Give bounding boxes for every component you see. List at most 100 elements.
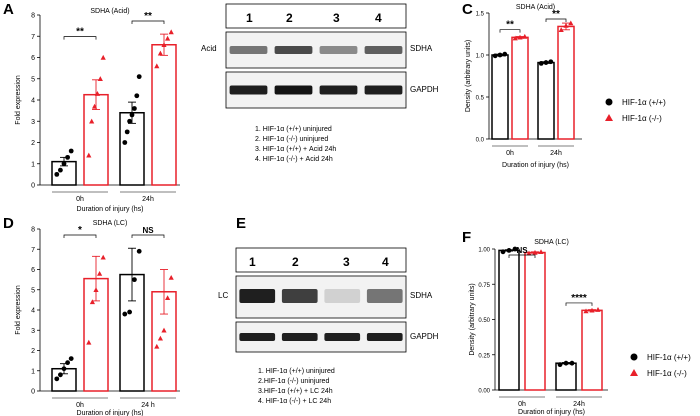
data-point xyxy=(89,299,95,305)
caption-line-2: 2. HIF-1α (-/-) uninjured xyxy=(255,136,328,143)
data-point xyxy=(89,118,95,124)
data-point xyxy=(54,171,60,177)
blot-band xyxy=(366,333,403,341)
data-point xyxy=(512,35,518,41)
blot-band xyxy=(274,46,313,54)
y-tick-label: 1 xyxy=(31,161,35,168)
data-point xyxy=(91,103,98,109)
legend-label-wt: HIF-1α (+/+) xyxy=(622,98,666,107)
y-tick-label: 2 xyxy=(31,348,35,355)
blot-b: 1 2 3 4 Acid SDHA GAPDH 1. HIF-1α (+/+) … xyxy=(201,3,439,163)
data-point xyxy=(157,50,163,56)
lane-label-3: 3 xyxy=(333,11,340,25)
y-tick-label: 7 xyxy=(31,247,35,254)
data-point xyxy=(500,249,506,255)
y-tick-label: 7 xyxy=(31,34,35,41)
data-point xyxy=(543,60,549,65)
y-tick-label: 1.5 xyxy=(476,12,485,18)
y-tick-label: 1 xyxy=(31,368,35,375)
significance-bracket xyxy=(499,29,521,33)
blot-band xyxy=(364,85,403,95)
data-point xyxy=(548,59,554,65)
lane-label-2: 2 xyxy=(286,11,293,25)
blot-band xyxy=(239,289,276,303)
y-tick-label: 8 xyxy=(31,13,35,20)
lane-label-4: 4 xyxy=(382,255,389,269)
data-point xyxy=(100,54,106,60)
bar xyxy=(524,251,546,391)
data-point xyxy=(58,372,63,378)
y-tick-label: 0.75 xyxy=(478,283,490,289)
data-point xyxy=(54,376,60,382)
blot-e: 1 2 3 4 LC SDHA GAPDH 1. HIF-1α (+/+) un… xyxy=(218,247,439,405)
significance-label: ** xyxy=(76,27,84,38)
y-tick-label: 0.00 xyxy=(478,389,490,395)
y-axis-label: Density (arbitrary units) xyxy=(469,283,476,355)
blot-band xyxy=(229,46,268,54)
y-tick-label: 6 xyxy=(31,55,35,62)
y-tick-label: 3 xyxy=(31,328,35,335)
significance-bracket xyxy=(131,20,165,24)
data-point xyxy=(589,307,595,313)
x-tick-label: 24h xyxy=(142,196,154,203)
significance-bracket xyxy=(565,302,593,306)
y-axis-label: Density (arbitrary units) xyxy=(465,40,472,112)
y-tick-label: 0 xyxy=(31,183,35,190)
data-point xyxy=(517,34,523,40)
data-point xyxy=(127,118,132,124)
lane-label-4: 4 xyxy=(375,11,382,25)
data-point xyxy=(492,53,498,59)
lane-label-3: 3 xyxy=(343,255,350,269)
data-point xyxy=(58,167,63,173)
blot-band xyxy=(366,289,403,303)
significance-bracket xyxy=(63,234,97,238)
blot-band xyxy=(324,333,361,341)
significance-label: NS xyxy=(142,226,154,235)
legend-marker-wt xyxy=(630,353,638,361)
data-point xyxy=(168,29,174,35)
data-point xyxy=(526,250,532,256)
data-point xyxy=(94,91,101,96)
data-point xyxy=(65,360,70,366)
y-tick-label: 4 xyxy=(31,308,35,315)
legend-label-ko: HIF-1α (-/-) xyxy=(647,369,687,378)
data-point xyxy=(136,74,142,80)
data-point xyxy=(97,76,103,81)
data-point xyxy=(563,360,569,366)
data-point xyxy=(568,20,574,26)
lane-header-box xyxy=(235,247,407,273)
data-point xyxy=(132,277,137,283)
row-label: Acid xyxy=(201,44,217,53)
significance-label: ** xyxy=(552,9,560,20)
band-label-gapdh: GAPDH xyxy=(410,85,439,94)
x-tick-label: 0h xyxy=(76,402,84,409)
data-point xyxy=(154,343,160,349)
x-axis-label: Duration of injury (hs) xyxy=(502,162,569,169)
legend-marker-ko xyxy=(630,369,638,376)
data-point xyxy=(61,366,67,372)
bar xyxy=(581,309,603,391)
data-point xyxy=(154,63,160,69)
data-point xyxy=(168,275,174,280)
caption-line-2: 2.HIF-1α (-/-) uninjured xyxy=(258,378,329,385)
y-tick-label: 0.0 xyxy=(476,138,485,144)
y-tick-label: 8 xyxy=(31,227,35,234)
chart-title: SDHA (LC) xyxy=(93,220,128,227)
lane-label-1: 1 xyxy=(249,255,256,269)
legend-c: HIF-1α (+/+) HIF-1α (-/-) xyxy=(605,98,666,123)
data-point xyxy=(538,61,544,66)
significance-bracket xyxy=(545,18,567,22)
y-axis-label: Fold expression xyxy=(15,75,22,125)
data-point xyxy=(583,308,589,314)
y-tick-label: 5 xyxy=(31,287,35,294)
chart-title: SDHA (LC) xyxy=(534,239,569,246)
data-point xyxy=(134,93,140,99)
data-point xyxy=(161,42,167,47)
x-tick-label: 0h xyxy=(518,401,526,408)
significance-label: **** xyxy=(571,293,587,304)
data-point xyxy=(165,295,171,301)
panel-letter-a: A xyxy=(3,1,14,18)
blot-band xyxy=(281,333,318,341)
legend-f: HIF-1α (+/+) HIF-1α (-/-) xyxy=(630,353,691,378)
data-point xyxy=(557,362,563,368)
